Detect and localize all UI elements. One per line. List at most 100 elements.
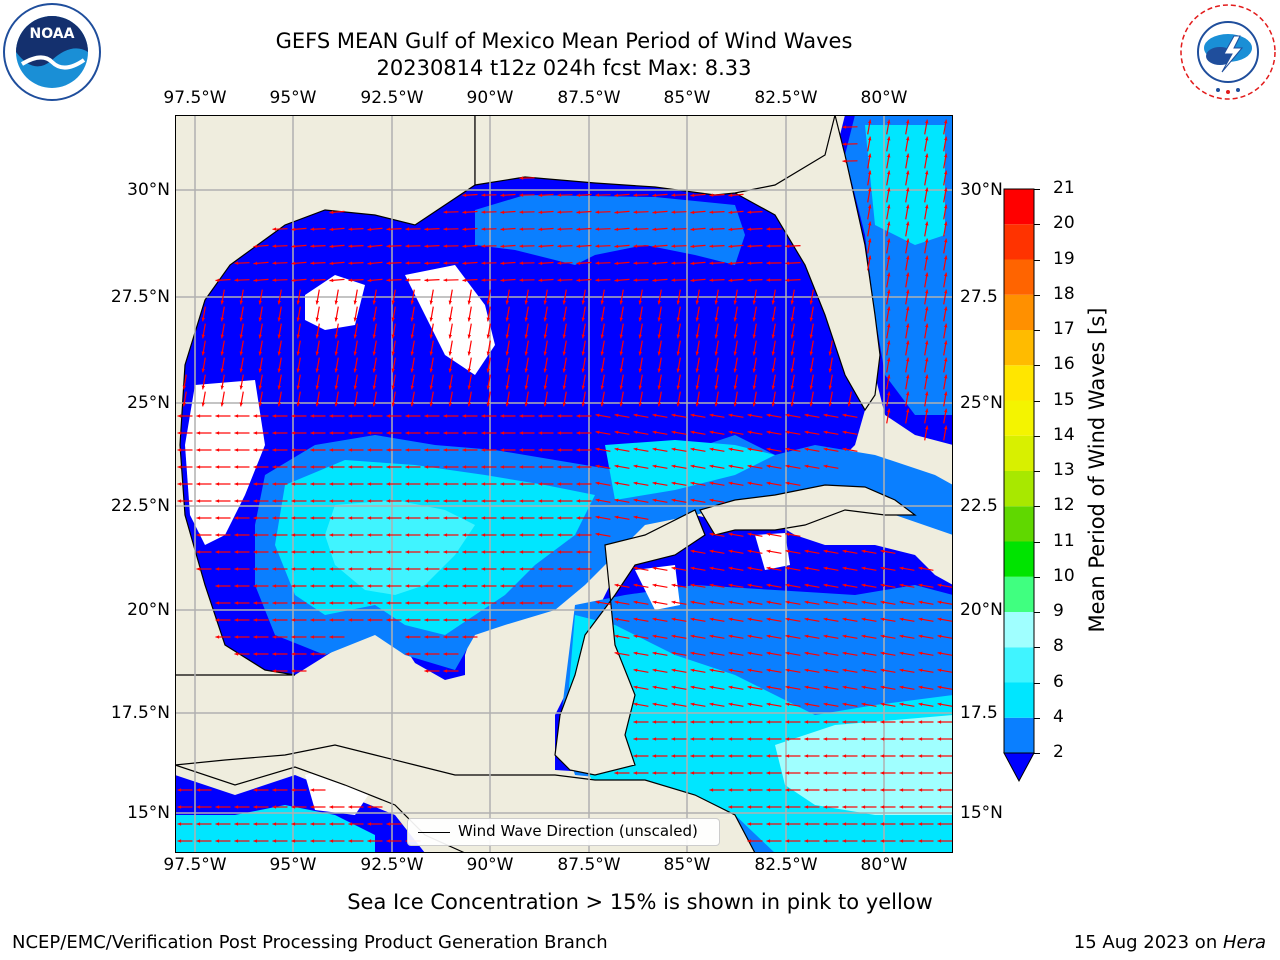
- wind-arrow-head: [714, 334, 718, 339]
- wind-arrow-head: [880, 805, 885, 809]
- wind-arrow-head: [595, 600, 600, 604]
- wind-arrow-head: [771, 351, 775, 356]
- wind-arrow-head: [906, 238, 910, 243]
- colorbar-tick-label: 11: [1053, 530, 1075, 551]
- wind-arrow-head: [272, 567, 277, 571]
- wind-arrow-head: [201, 368, 205, 373]
- wind-arrow-head: [766, 481, 771, 485]
- wind-arrow-head: [220, 351, 224, 356]
- wind-arrow-head: [671, 193, 676, 197]
- wind-arrow-head: [709, 583, 714, 587]
- lon-label-bottom: 82.5°W: [754, 855, 818, 875]
- wind-arrow-head: [842, 651, 847, 655]
- wind-arrow-head: [334, 368, 338, 373]
- wind-arrow-head: [887, 136, 891, 141]
- wind-arrow-head: [519, 601, 524, 605]
- wind-arrow-head: [925, 221, 929, 226]
- colorbar-band: [1004, 647, 1034, 683]
- wind-arrow-head: [842, 142, 847, 146]
- lon-label-top: 95°W: [269, 88, 317, 108]
- wind-arrow-head: [443, 669, 448, 673]
- cuba-land: [699, 484, 917, 536]
- wind-arrow-head: [899, 720, 904, 724]
- wind-arrow-head: [944, 255, 948, 260]
- wind-arrow-head: [253, 261, 258, 265]
- wind-arrow-head: [906, 374, 910, 379]
- colorbar: [1000, 186, 1040, 786]
- wind-arrow-head: [766, 702, 771, 706]
- wind-arrow-head: [766, 822, 771, 826]
- wind-arrow-head: [215, 533, 220, 537]
- wind-arrow-head: [619, 385, 623, 390]
- wind-arrow-head: [253, 635, 258, 639]
- wind-arrow-head: [842, 668, 847, 672]
- wind-arrow-head: [581, 351, 585, 356]
- wind-arrow-head: [728, 771, 733, 775]
- wind-arrow-head: [868, 204, 872, 209]
- wind-arrow-head: [258, 402, 262, 407]
- wind-arrow-head: [557, 431, 562, 435]
- wind-arrow-head: [215, 516, 220, 520]
- wind-arrow-head: [386, 567, 391, 571]
- wind-arrow-head: [652, 737, 657, 741]
- lat-label-left: 30°N: [127, 180, 170, 200]
- wind-arrow-head: [728, 464, 733, 468]
- wind-arrow-head: [709, 737, 714, 741]
- wind-arrow-head: [310, 465, 315, 469]
- wind-arrow-head: [215, 839, 220, 843]
- wind-arrow-head: [291, 788, 296, 792]
- wind-arrow-head: [619, 402, 623, 407]
- wind-arrow-head: [519, 516, 524, 520]
- wind-arrow-head: [906, 357, 910, 362]
- wind-arrow-head: [443, 533, 448, 537]
- wind-arrow-head: [562, 351, 566, 356]
- wind-arrow-head: [728, 754, 733, 758]
- wind-arrow-head: [220, 317, 224, 322]
- wind-arrow-head: [576, 193, 581, 197]
- wind-arrow-head: [272, 652, 277, 656]
- wind-arrow-head: [633, 447, 638, 451]
- wind-arrow-head: [614, 771, 619, 775]
- wind-arrow-head: [291, 431, 296, 435]
- wind-arrow-head: [348, 414, 353, 418]
- wind-arrow-head: [253, 567, 258, 571]
- wind-arrow-head: [842, 754, 847, 758]
- wind-arrow-head: [310, 652, 315, 656]
- wind-arrow-head: [937, 651, 942, 655]
- wind-arrow-head: [348, 567, 353, 571]
- lat-label-right: 15°N: [960, 803, 1003, 823]
- wind-arrow-head: [918, 668, 923, 672]
- wind-arrow-head: [524, 317, 528, 322]
- wind-arrow-head: [733, 385, 737, 390]
- wind-arrow-head: [899, 754, 904, 758]
- wind-arrow-head: [633, 771, 638, 775]
- wind-arrow-head: [424, 533, 429, 537]
- wind-arrow-head: [424, 278, 429, 282]
- wind-arrow-head: [944, 374, 948, 379]
- lon-label-bottom: 92.5°W: [360, 855, 424, 875]
- wind-arrow-head: [524, 368, 528, 373]
- wind-arrow-head: [576, 261, 581, 265]
- wind-arrow-head: [925, 255, 929, 260]
- wind-arrow-head: [925, 408, 929, 413]
- wind-arrow-head: [880, 839, 885, 843]
- wind-arrow-head: [277, 351, 281, 356]
- wind-arrow-head: [600, 351, 604, 356]
- wind-arrow-head: [462, 210, 467, 214]
- wind-arrow-head: [177, 414, 182, 418]
- wind-arrow-head: [576, 550, 581, 554]
- wind-arrow-head: [785, 549, 790, 553]
- wind-arrow-head: [633, 261, 638, 265]
- wind-arrow-head: [676, 351, 680, 356]
- wind-arrow-head: [847, 402, 851, 407]
- wind-arrow-head: [695, 402, 699, 407]
- wind-arrow-head: [823, 668, 828, 672]
- wind-arrow-head: [519, 210, 524, 214]
- wind-arrow-head: [386, 822, 391, 826]
- wind-arrow-head: [329, 414, 334, 418]
- wind-arrow-head: [671, 651, 676, 655]
- wind-arrow-head: [182, 385, 186, 390]
- wind-arrow-head: [918, 617, 923, 621]
- wind-arrow-head: [671, 702, 676, 706]
- wind-arrow-head: [868, 119, 872, 124]
